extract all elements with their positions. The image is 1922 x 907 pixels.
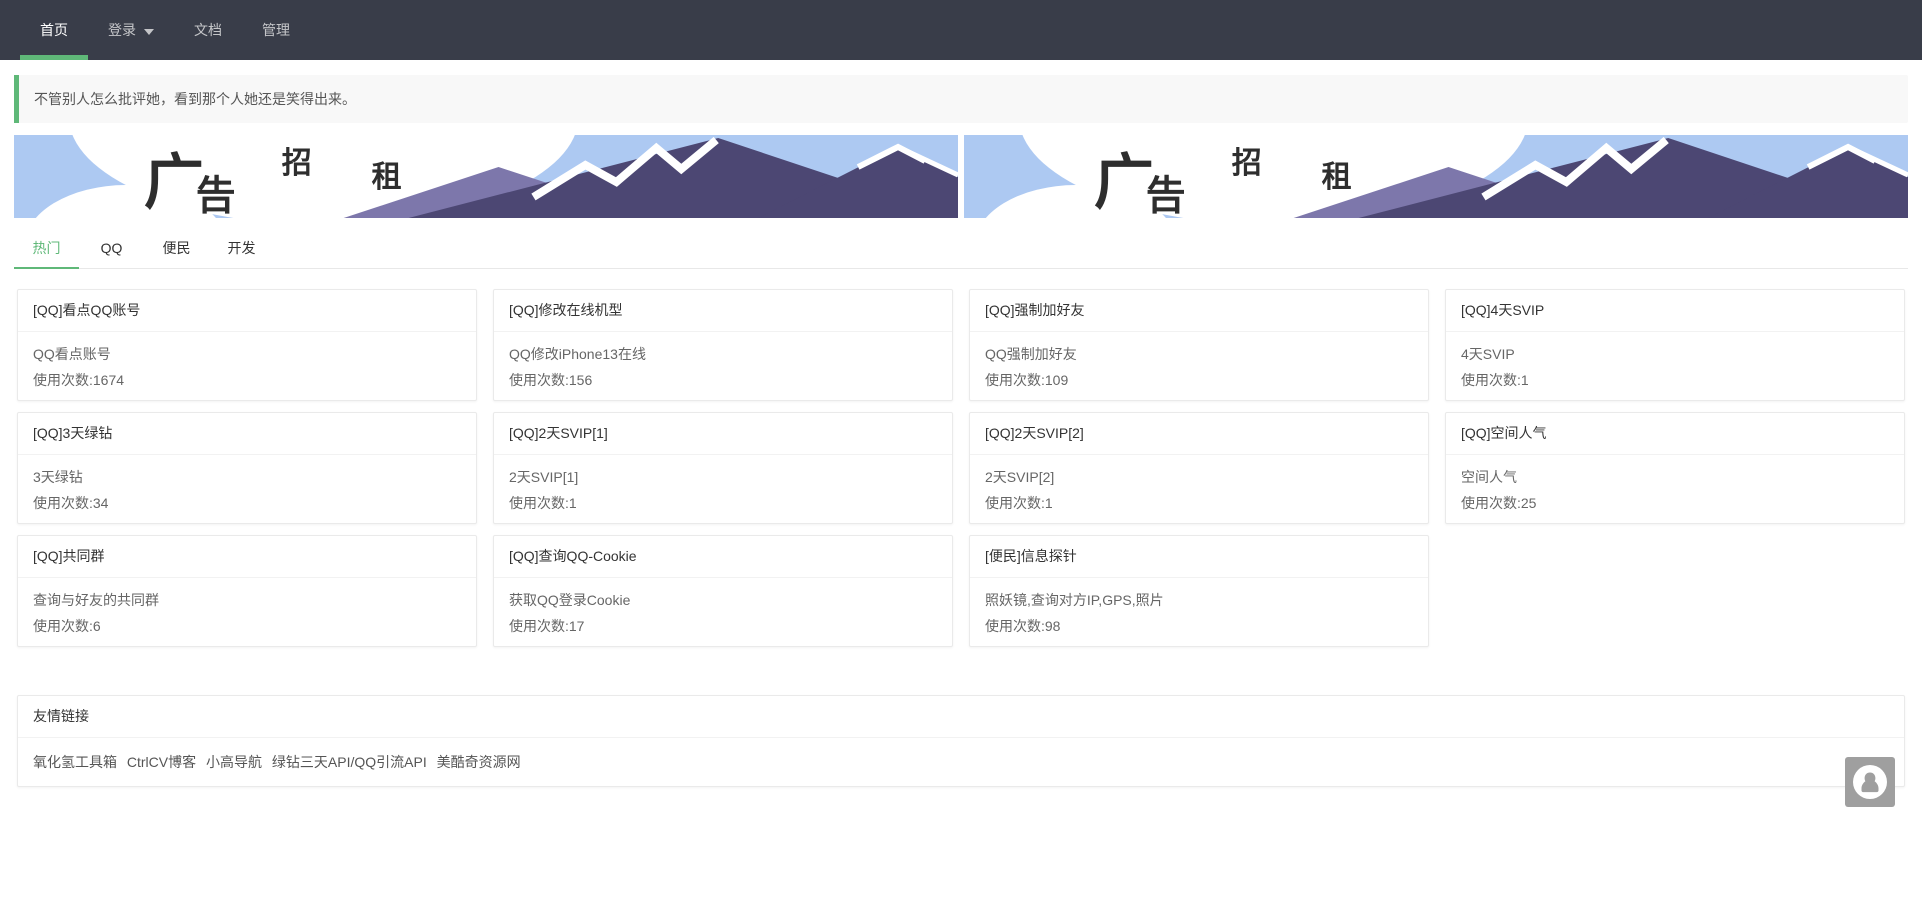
tab-dev[interactable]: 开发 [209, 228, 274, 268]
tab-convenience-label: 便民 [162, 240, 191, 256]
tool-card-grid: [QQ]看点QQ账号 QQ看点账号 使用次数:1674 [QQ]修改在线机型 Q… [17, 289, 1905, 647]
nav-item-admin[interactable]: 管理 [242, 0, 310, 60]
ad-banner-image: 广 告 招 租 [14, 135, 958, 218]
nav-item-login-label: 登录 [108, 22, 136, 38]
tool-card[interactable]: [QQ]空间人气 空间人气 使用次数:25 [1445, 412, 1905, 524]
nav-active-indicator [20, 55, 88, 60]
banner-char-gao: 告 [1146, 172, 1186, 218]
friend-link[interactable]: CtrlCV博客 [126, 754, 197, 770]
friend-links-card: 友情链接 氧化氢工具箱 CtrlCV博客 小高导航 绿钻三天API/QQ引流AP… [17, 695, 1905, 787]
banner-char-zu: 租 [372, 160, 402, 195]
card-title: [QQ]查询QQ-Cookie [494, 536, 952, 578]
tool-card[interactable]: [QQ]共同群 查询与好友的共同群 使用次数:6 [17, 535, 477, 647]
card-title: [QQ]修改在线机型 [494, 290, 952, 332]
tab-active-underline [14, 267, 79, 269]
tool-card[interactable]: [QQ]修改在线机型 QQ修改iPhone13在线 使用次数:156 [493, 289, 953, 401]
card-usage: 使用次数:17 [509, 618, 585, 634]
card-desc: 照妖镜,查询对方IP,GPS,照片 [985, 592, 1164, 608]
card-title: [QQ]2天SVIP[1] [494, 413, 952, 455]
navbar: 首页 登录 文档 管理 [0, 0, 1922, 60]
ad-banner-left[interactable]: 广 告 招 租 [14, 135, 958, 218]
qq-float-button[interactable] [1845, 757, 1895, 807]
chevron-down-icon [144, 28, 154, 35]
banner-char-gao: 告 [196, 172, 236, 218]
nav-item-home-label: 首页 [40, 22, 68, 38]
card-title: [QQ]2天SVIP[2] [970, 413, 1428, 455]
tool-card[interactable]: [QQ]3天绿钻 3天绿钻 使用次数:34 [17, 412, 477, 524]
category-tabs: 热门 QQ 便民 开发 [14, 228, 1908, 269]
card-desc: 查询与好友的共同群 [33, 592, 159, 608]
card-usage: 使用次数:1 [1461, 372, 1529, 388]
ad-banner-row: 广 告 招 租 广 告 招 租 [14, 135, 1908, 218]
nav-item-login[interactable]: 登录 [88, 0, 174, 60]
tool-card[interactable]: [QQ]看点QQ账号 QQ看点账号 使用次数:1674 [17, 289, 477, 401]
friend-link[interactable]: 氧化氢工具箱 [33, 754, 117, 770]
friend-links-title: 友情链接 [18, 696, 1904, 738]
card-usage: 使用次数:156 [509, 372, 593, 388]
card-title: [便民]信息探针 [970, 536, 1428, 578]
tool-card[interactable]: [QQ]查询QQ-Cookie 获取QQ登录Cookie 使用次数:17 [493, 535, 953, 647]
card-desc: 空间人气 [1461, 469, 1517, 485]
card-title: [QQ]共同群 [18, 536, 476, 578]
card-usage: 使用次数:109 [985, 372, 1069, 388]
friend-link[interactable]: 小高导航 [206, 754, 263, 770]
tab-dev-label: 开发 [227, 240, 256, 256]
ad-banner-right[interactable]: 广 告 招 租 [964, 135, 1908, 218]
nav-item-admin-label: 管理 [262, 22, 290, 38]
card-usage: 使用次数:34 [33, 495, 109, 511]
card-usage: 使用次数:1 [985, 495, 1053, 511]
nav-item-docs[interactable]: 文档 [174, 0, 242, 60]
tool-card[interactable]: [QQ]2天SVIP[1] 2天SVIP[1] 使用次数:1 [493, 412, 953, 524]
card-title: [QQ]强制加好友 [970, 290, 1428, 332]
ad-banner-image: 广 告 招 租 [964, 135, 1908, 218]
card-usage: 使用次数:98 [985, 618, 1061, 634]
tool-card[interactable]: [QQ]强制加好友 QQ强制加好友 使用次数:109 [969, 289, 1429, 401]
card-desc: 获取QQ登录Cookie [509, 592, 631, 608]
tab-qq[interactable]: QQ [79, 228, 144, 268]
card-desc: 2天SVIP[1] [509, 469, 579, 485]
card-usage: 使用次数:1674 [33, 372, 125, 388]
friend-link[interactable]: 绿钻三天API/QQ引流API [271, 754, 427, 770]
card-desc: 4天SVIP [1461, 346, 1515, 362]
card-title: [QQ]空间人气 [1446, 413, 1904, 455]
card-usage: 使用次数:1 [509, 495, 577, 511]
banner-char-zu: 租 [1322, 160, 1352, 195]
card-desc: QQ强制加好友 [985, 346, 1077, 362]
card-desc: 3天绿钻 [33, 469, 83, 485]
card-desc: QQ修改iPhone13在线 [509, 346, 646, 362]
tool-card[interactable]: [便民]信息探针 照妖镜,查询对方IP,GPS,照片 使用次数:98 [969, 535, 1429, 647]
nav-item-docs-label: 文档 [194, 22, 222, 38]
card-title: [QQ]看点QQ账号 [18, 290, 476, 332]
quote-text: 不管别人怎么批评她，看到那个人她还是笑得出来。 [34, 91, 356, 107]
card-desc: QQ看点账号 [33, 346, 111, 362]
banner-char-guang: 广 [144, 148, 204, 218]
banner-char-zhao: 招 [1232, 146, 1262, 181]
card-title: [QQ]3天绿钻 [18, 413, 476, 455]
tab-hot-label: 热门 [32, 240, 61, 256]
tab-hot[interactable]: 热门 [14, 228, 79, 269]
card-usage: 使用次数:25 [1461, 495, 1537, 511]
tool-card[interactable]: [QQ]4天SVIP 4天SVIP 使用次数:1 [1445, 289, 1905, 401]
tool-card[interactable]: [QQ]2天SVIP[2] 2天SVIP[2] 使用次数:1 [969, 412, 1429, 524]
tab-convenience[interactable]: 便民 [144, 228, 209, 268]
card-title: [QQ]4天SVIP [1446, 290, 1904, 332]
card-desc: 2天SVIP[2] [985, 469, 1055, 485]
friend-link[interactable]: 美酷奇资源网 [436, 754, 521, 770]
tab-qq-label: QQ [100, 240, 123, 256]
quote-banner: 不管别人怎么批评她，看到那个人她还是笑得出来。 [14, 75, 1908, 123]
qq-penguin-icon [1853, 765, 1887, 799]
banner-char-zhao: 招 [282, 146, 312, 181]
nav-item-home[interactable]: 首页 [20, 0, 88, 60]
banner-char-guang: 广 [1094, 148, 1154, 218]
card-usage: 使用次数:6 [33, 618, 101, 634]
